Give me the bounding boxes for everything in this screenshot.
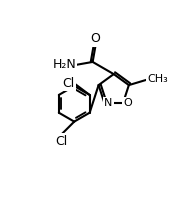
Text: O: O (91, 32, 101, 45)
Text: O: O (123, 98, 132, 108)
Text: N: N (104, 98, 113, 108)
Text: CH₃: CH₃ (148, 75, 168, 84)
Text: Cl: Cl (63, 77, 75, 90)
Text: Cl: Cl (55, 135, 67, 148)
Text: H₂N: H₂N (52, 58, 76, 71)
